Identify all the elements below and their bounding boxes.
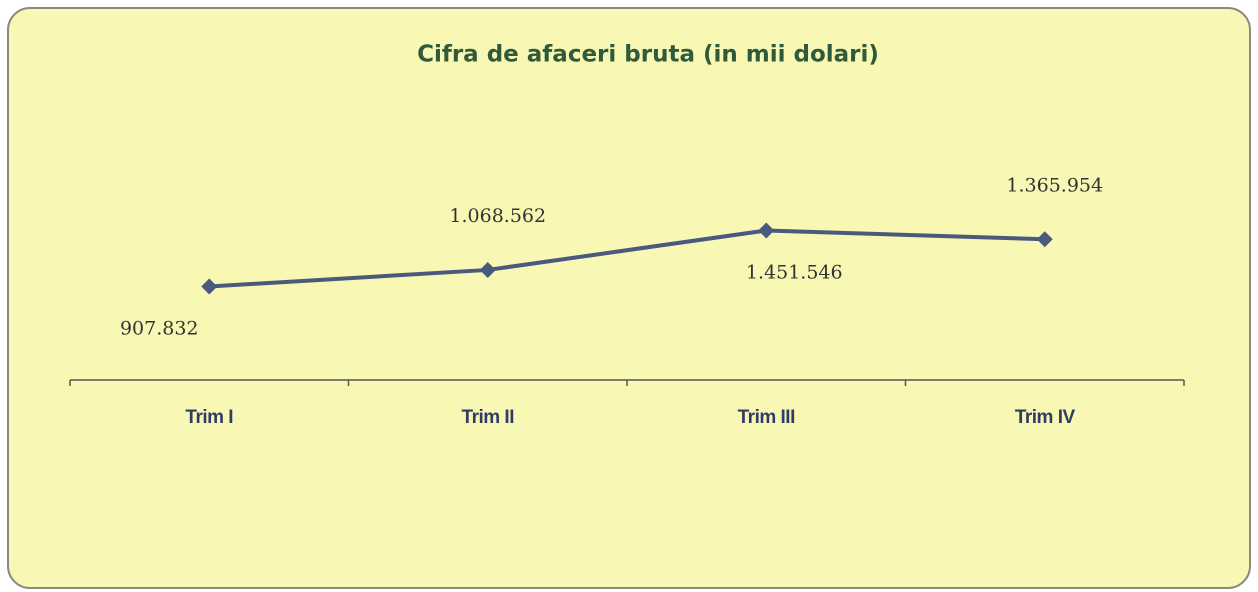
marker <box>479 261 496 278</box>
x-tick-label: Trim II <box>462 407 515 428</box>
line-series <box>209 228 1045 289</box>
chart-title: Cifra de afaceri bruta (in mii dolari) <box>417 42 879 68</box>
data-label: 1.068.562 <box>449 205 546 227</box>
data-label: 1.365.954 <box>1006 174 1103 196</box>
data-label: 1.451.546 <box>746 261 843 283</box>
marker <box>201 278 218 295</box>
data-label: 907.832 <box>120 317 199 339</box>
x-tick-label: Trim I <box>185 407 233 428</box>
marker <box>1036 231 1053 248</box>
x-tick-label: Trim III <box>738 407 795 428</box>
marker <box>758 222 775 239</box>
chart-background <box>7 7 1251 589</box>
x-tick-label: Trim IV <box>1015 407 1076 428</box>
